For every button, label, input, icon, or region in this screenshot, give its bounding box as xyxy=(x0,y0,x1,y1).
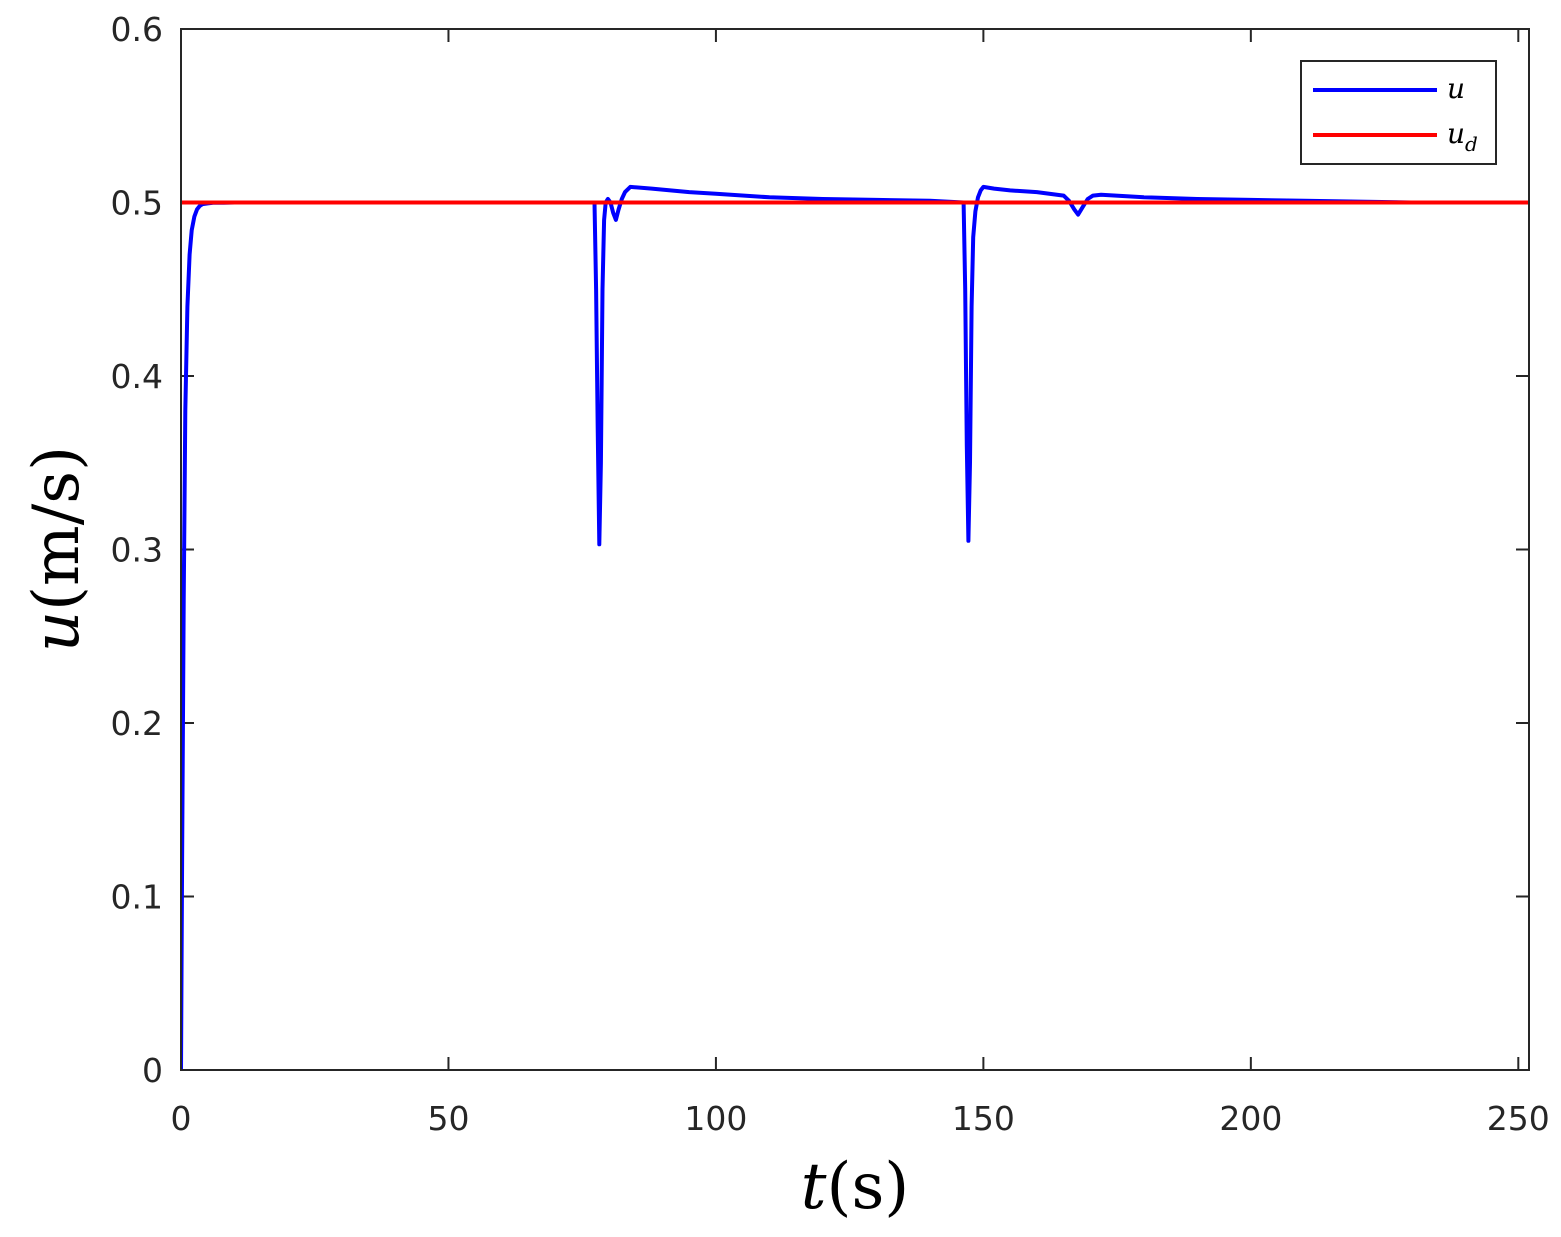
x-tick-label: 50 xyxy=(427,1099,469,1138)
x-tick-label: 100 xyxy=(684,1099,747,1138)
y-tick-label: 0.3 xyxy=(111,531,163,570)
legend-box xyxy=(1300,60,1497,165)
legend-label-ud-sub: d xyxy=(1465,132,1478,156)
x-axis-label: t(s) xyxy=(801,1150,910,1224)
y-tick-label: 0.6 xyxy=(111,10,163,49)
legend-label-u: u xyxy=(1447,72,1465,105)
x-axis-label-unit: (s) xyxy=(826,1150,909,1224)
y-tick-label: 0.1 xyxy=(111,878,163,917)
x-axis-label-var: t xyxy=(801,1150,827,1224)
y-axis-label-unit: (m/s) xyxy=(20,446,94,611)
x-tick-label: 0 xyxy=(171,1099,192,1138)
y-axis-label: u(m/s) xyxy=(20,446,94,652)
legend-label-u-var: u xyxy=(1447,72,1465,105)
x-tick-label: 200 xyxy=(1219,1099,1282,1138)
x-tick-labels: 0 50 100 150 200 250 xyxy=(171,1099,1550,1138)
x-tick-label: 150 xyxy=(952,1099,1015,1138)
x-tick-label: 250 xyxy=(1487,1099,1550,1138)
legend-label-ud: ud xyxy=(1447,117,1478,156)
y-tick-label: 0.5 xyxy=(111,184,163,223)
y-tick-labels: 0 0.1 0.2 0.3 0.4 0.5 0.6 xyxy=(111,10,163,1090)
y-tick-label: 0.4 xyxy=(111,357,163,396)
plot-background xyxy=(181,29,1529,1070)
series-group xyxy=(181,184,1529,1070)
legend: u ud xyxy=(1300,60,1497,165)
y-tick-label: 0 xyxy=(142,1051,163,1090)
y-axis-label-var: u xyxy=(20,611,94,652)
legend-label-ud-var: u xyxy=(1447,117,1465,150)
plot-frame xyxy=(180,28,1530,1071)
y-tick-label: 0.2 xyxy=(111,704,163,743)
